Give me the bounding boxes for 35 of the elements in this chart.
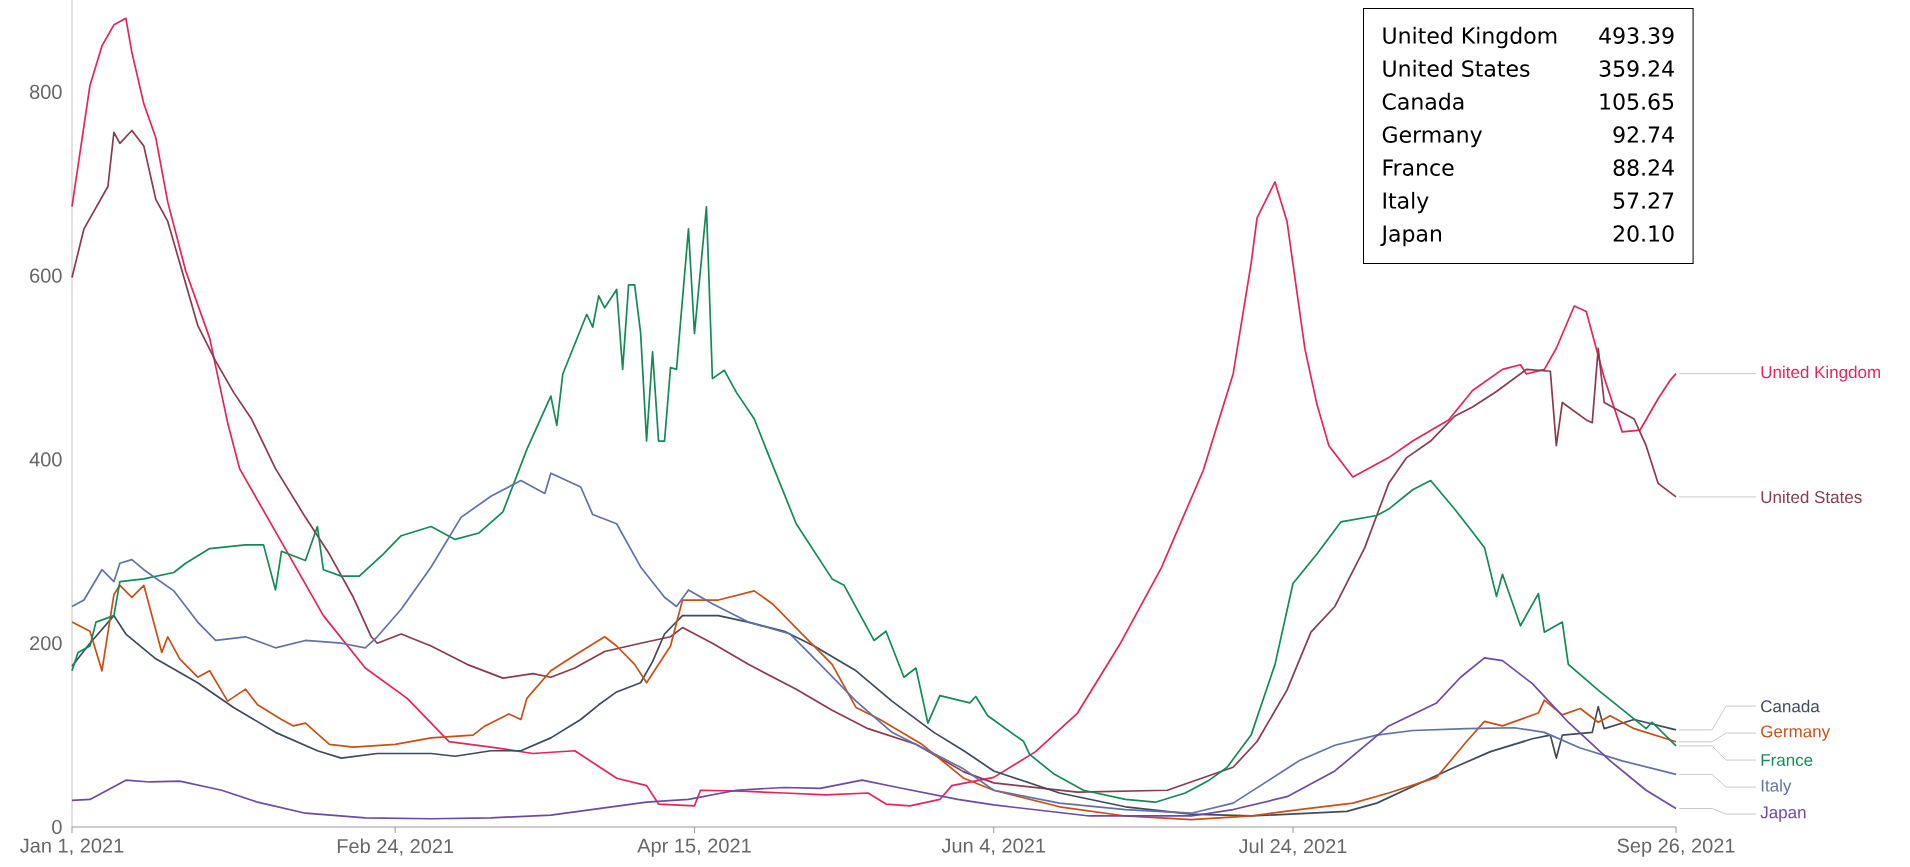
y-tick-label: 800: [29, 84, 62, 99]
x-tick-label: Jun 4, 2021: [941, 838, 1045, 856]
text: United Kingdom: [1761, 365, 1881, 382]
y-tick-label: 600: [30, 268, 62, 283]
line-series: [71, 17, 1677, 807]
x-tick-label: Feb 24, 2021: [337, 838, 454, 856]
annotation: 493.39: [1599, 27, 1674, 44]
x-tick-label: Sep 26, 2021: [1617, 838, 1735, 857]
text: United States: [1383, 59, 1530, 77]
x-tick-label: Jan 1, 2021: [20, 838, 124, 856]
annotation: 88.24: [1613, 159, 1674, 176]
text: Germany: [1382, 126, 1482, 148]
line-series: [71, 472, 1677, 815]
annotation: 105.65: [1600, 93, 1674, 110]
text: Italy: [1383, 191, 1429, 214]
x-tick-label: Jul 24, 2021: [1238, 838, 1347, 856]
text: Japan: [1760, 806, 1806, 822]
line-series: [71, 657, 1677, 820]
text: Italy: [1761, 779, 1792, 796]
y-tick-label: 400: [29, 452, 62, 467]
text: United Kingdom: [1383, 26, 1557, 49]
text: Japan: [1380, 225, 1442, 247]
text: Canada: [1382, 92, 1464, 110]
x-tick-label: Apr 15, 2021: [637, 838, 751, 857]
annotation: 57.27: [1613, 192, 1674, 209]
annotation: 92.74: [1613, 126, 1674, 143]
text: Canada: [1761, 699, 1820, 713]
text: France: [1383, 159, 1454, 176]
text: Germany: [1761, 725, 1831, 741]
text: United States: [1761, 490, 1862, 504]
y-tick-label: 200: [30, 636, 62, 651]
annotation: 20.10: [1613, 225, 1674, 242]
y-tick-label: 0: [52, 819, 62, 835]
text: France: [1761, 754, 1813, 767]
annotation: 359.24: [1599, 60, 1674, 77]
